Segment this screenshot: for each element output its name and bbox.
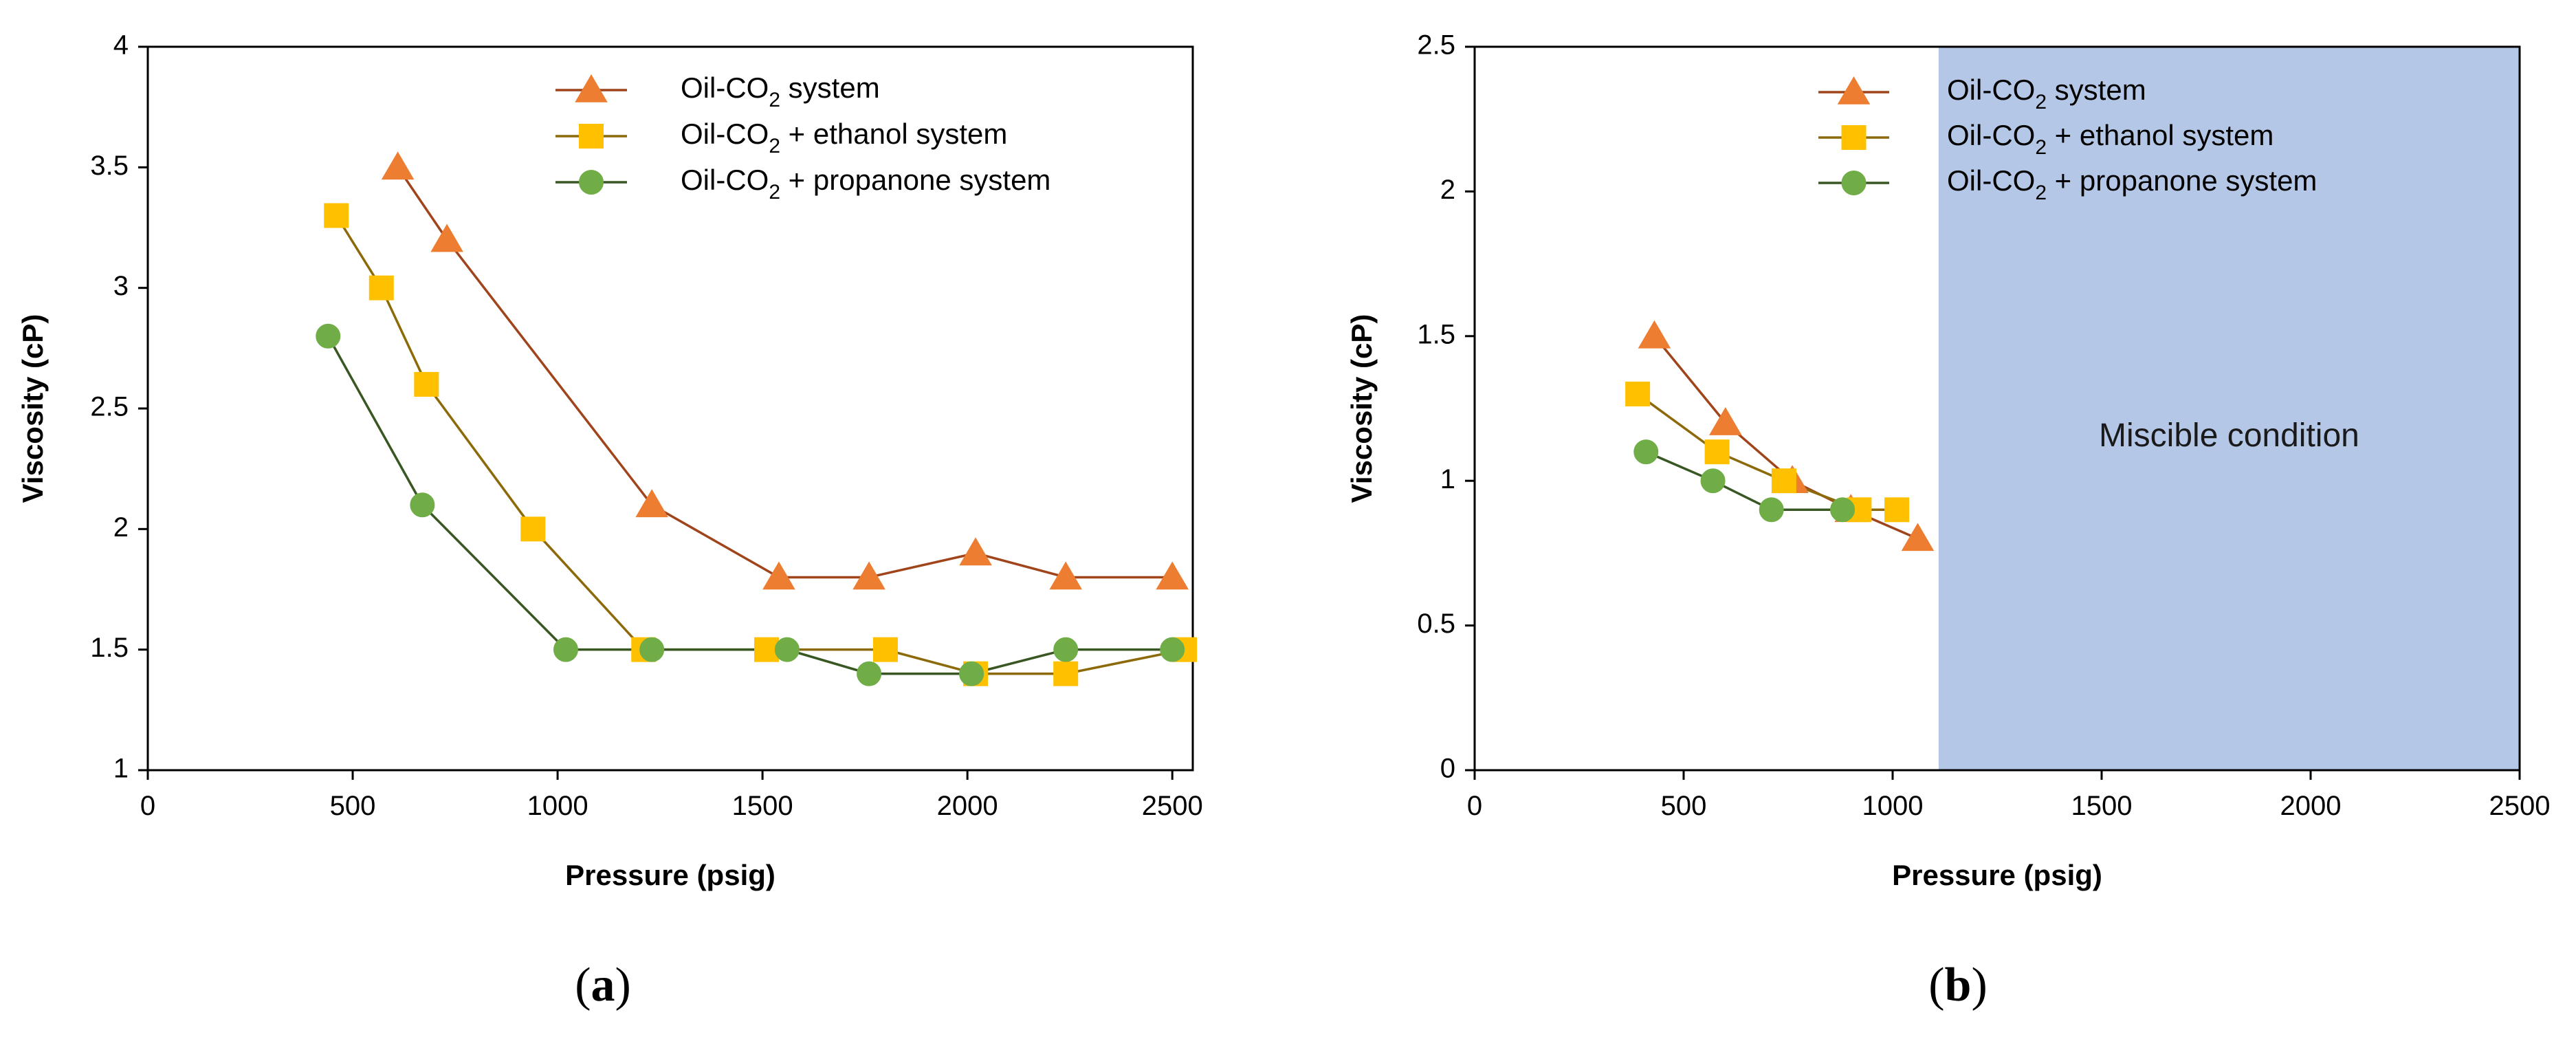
data-point-co2 xyxy=(1709,407,1742,435)
data-point-ethanol xyxy=(1053,661,1079,686)
legend-label-propanone: Oil-CO2 + propanone system xyxy=(1947,164,2317,204)
y-axis-title: Viscosity (cP) xyxy=(16,314,49,503)
panel-a: 1 1.5 2 2.5 3 3.5 4 0 500 1000 1500 2000 2500 Pressur… xyxy=(16,30,1203,1012)
data-point-co2 xyxy=(381,151,415,180)
x-tick-label: 2500 xyxy=(1142,791,1203,821)
panel-label: (a) xyxy=(575,959,631,1012)
data-point-propanone xyxy=(1053,637,1079,662)
x-tick-label: 1500 xyxy=(732,791,793,821)
legend-marker-propanone xyxy=(579,170,604,195)
x-tick-label: 1000 xyxy=(1862,791,1924,821)
y-tick-label: 2.5 xyxy=(90,392,129,422)
data-point-co2 xyxy=(430,223,463,252)
data-point-ethanol xyxy=(872,637,898,662)
x-axis-title: Pressure (psig) xyxy=(1892,859,2102,891)
data-point-propanone xyxy=(1160,637,1185,662)
legend-marker-ethanol xyxy=(579,124,604,149)
x-tick-label: 2000 xyxy=(937,791,998,821)
legend-marker-ethanol xyxy=(1841,125,1867,150)
x-tick-label: 500 xyxy=(330,791,376,821)
data-point-co2 xyxy=(635,489,668,518)
data-point-propanone xyxy=(1633,439,1659,465)
panel-b: Miscible condition 0 0.5 1 1.5 2 2.5 0 500 1000 15… xyxy=(1345,30,2550,1012)
legend-label-propanone: Oil-CO2 + propanone system xyxy=(681,164,1050,204)
data-point-ethanol xyxy=(1704,439,1730,465)
x-tick-label: 1500 xyxy=(2071,791,2133,821)
data-point-propanone xyxy=(1830,497,1856,523)
legend-marker-co2 xyxy=(575,74,608,102)
miscible-condition-label: Miscible condition xyxy=(2099,417,2359,454)
miscible-region xyxy=(1938,47,2520,770)
x-tick-label: 1000 xyxy=(527,791,588,821)
y-tick-label: 1 xyxy=(1440,464,1455,494)
data-point-co2 xyxy=(959,537,992,566)
x-axis-title: Pressure (psig) xyxy=(565,859,775,891)
data-point-ethanol xyxy=(368,275,394,301)
data-point-co2 xyxy=(1901,523,1935,552)
y-tick-label: 2.5 xyxy=(1417,30,1455,61)
data-point-ethanol xyxy=(1771,468,1796,494)
plot-frame xyxy=(1473,45,2521,772)
series-line-co2 xyxy=(397,166,1173,579)
data-point-co2 xyxy=(762,561,795,590)
x-tick-label: 2500 xyxy=(2489,791,2551,821)
data-point-co2 xyxy=(1638,320,1671,349)
legend-label-co2: Oil-CO2 system xyxy=(1947,74,2146,113)
data-point-propanone xyxy=(316,323,341,349)
data-point-propanone xyxy=(1700,468,1726,494)
series-line-propanone xyxy=(1645,450,1843,512)
y-tick-label: 1 xyxy=(113,754,129,784)
y-tick-label: 3.5 xyxy=(90,151,129,181)
legend-label-ethanol: Oil-CO2 + ethanol system xyxy=(1947,119,2274,159)
panel-label: (b) xyxy=(1928,959,1988,1012)
data-point-propanone xyxy=(959,661,984,686)
legend-marker-propanone xyxy=(1841,171,1867,195)
data-point-propanone xyxy=(1759,497,1784,523)
legend-label-co2: Oil-CO2 system xyxy=(681,72,880,111)
data-point-co2 xyxy=(1049,561,1083,590)
data-point-ethanol xyxy=(1884,497,1910,523)
y-axis-title: Viscosity (cP) xyxy=(1345,314,1378,503)
data-point-propanone xyxy=(410,492,435,518)
data-point-propanone xyxy=(774,637,800,662)
data-point-ethanol xyxy=(324,203,349,228)
data-point-co2 xyxy=(1156,561,1189,590)
data-point-ethanol xyxy=(1625,381,1651,406)
data-point-ethanol xyxy=(414,371,439,397)
y-tick-label: 1.5 xyxy=(90,633,129,663)
data-point-propanone xyxy=(553,637,578,662)
data-point-propanone xyxy=(857,661,882,686)
x-tick-label: 0 xyxy=(140,791,155,821)
x-tick-label: 2000 xyxy=(2280,791,2342,821)
y-tick-label: 1.5 xyxy=(1417,319,1455,349)
x-tick-label: 0 xyxy=(1467,791,1482,821)
legend-marker-co2 xyxy=(1837,76,1871,105)
y-tick-label: 4 xyxy=(113,30,129,61)
data-point-ethanol xyxy=(754,637,780,662)
legend-label-ethanol: Oil-CO2 + ethanol system xyxy=(681,118,1007,157)
y-tick-label: 3 xyxy=(113,271,129,301)
data-point-co2 xyxy=(852,561,885,590)
y-tick-label: 0 xyxy=(1440,754,1455,784)
x-tick-label: 500 xyxy=(1661,791,1707,821)
data-point-propanone xyxy=(639,637,665,662)
y-tick-label: 2 xyxy=(113,512,129,543)
y-tick-label: 2 xyxy=(1440,175,1455,205)
data-point-ethanol xyxy=(520,516,546,542)
y-tick-label: 0.5 xyxy=(1417,609,1455,639)
